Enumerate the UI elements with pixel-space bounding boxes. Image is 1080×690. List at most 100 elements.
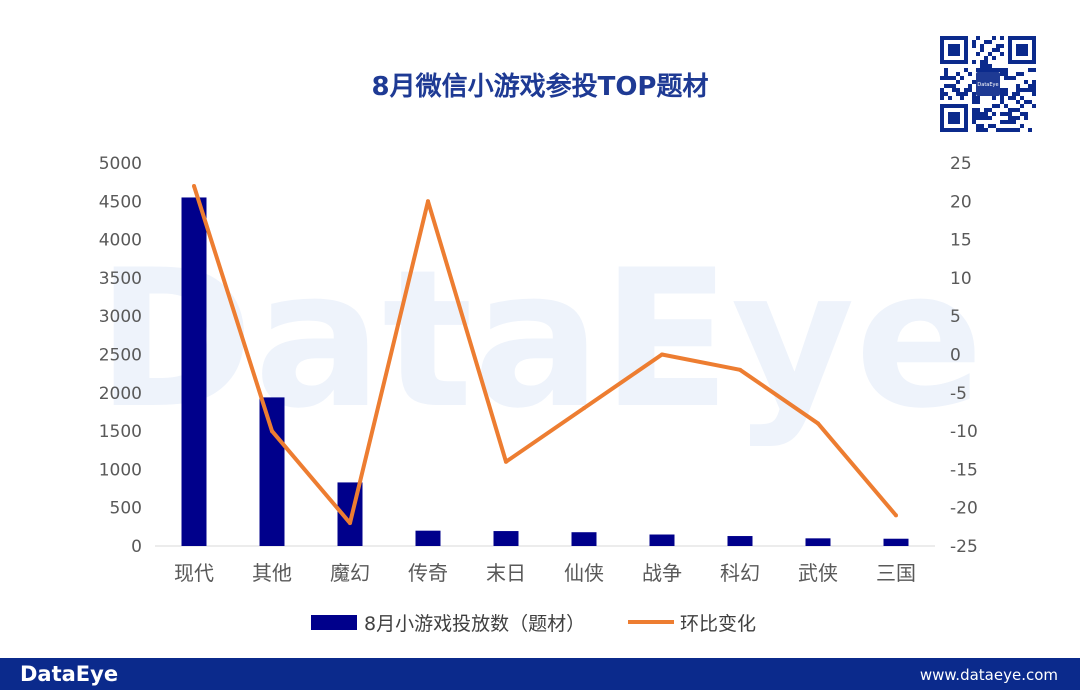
qr-module	[976, 68, 980, 72]
qr-module	[988, 52, 992, 56]
bar	[727, 536, 753, 546]
legend: 8月小游戏投放数（题材） 环比变化	[311, 613, 756, 635]
qr-finder-core	[948, 112, 960, 124]
qr-module	[1008, 120, 1012, 124]
qr-module	[1000, 128, 1004, 132]
right-tick-label: 5	[950, 307, 961, 327]
qr-module	[1028, 88, 1032, 92]
bar	[181, 197, 207, 546]
qr-logo-text: DataEye	[977, 82, 998, 88]
qr-module	[1020, 112, 1024, 116]
category-label: 现代	[174, 561, 214, 585]
qr-module	[984, 60, 988, 64]
left-tick-label: 500	[110, 499, 142, 519]
qr-module	[992, 124, 996, 128]
qr-module	[944, 68, 948, 72]
qr-module	[1020, 104, 1024, 108]
qr-module	[1012, 92, 1016, 96]
left-tick-label: 5000	[99, 154, 142, 174]
qr-module	[1004, 120, 1008, 124]
qr-module	[1016, 128, 1020, 132]
bar	[649, 534, 675, 546]
qr-module	[1012, 108, 1016, 112]
qr-module	[1028, 84, 1032, 88]
qr-module	[1020, 72, 1024, 76]
qr-module	[1024, 100, 1028, 104]
qr-code: DataEye	[940, 36, 1036, 132]
qr-module	[956, 92, 960, 96]
qr-module	[1032, 88, 1036, 92]
left-tick-label: 2500	[99, 346, 142, 366]
qr-module	[944, 76, 948, 80]
legend-bar-label: 8月小游戏投放数（题材）	[364, 613, 585, 635]
category-label: 武侠	[798, 561, 838, 585]
qr-module	[972, 96, 976, 100]
category-label: 仙侠	[564, 561, 604, 585]
qr-module	[984, 108, 988, 112]
bar	[805, 538, 831, 546]
right-tick-label: -20	[950, 499, 978, 519]
qr-module	[980, 44, 984, 48]
qr-module	[988, 116, 992, 120]
line-point	[426, 199, 430, 204]
qr-module	[988, 40, 992, 44]
bar-series	[181, 197, 909, 546]
chart-title: 8月微信小游戏参投TOP题材	[372, 71, 709, 102]
footer-bar	[0, 658, 1080, 690]
right-tick-label: 15	[950, 231, 972, 251]
qr-module	[944, 92, 948, 96]
qr-module	[1012, 76, 1016, 80]
qr-module	[1032, 80, 1036, 84]
qr-module	[972, 60, 976, 64]
left-tick-label: 3500	[99, 269, 142, 289]
right-tick-label: 20	[950, 192, 972, 212]
footer-url: www.dataeye.com	[920, 666, 1058, 684]
qr-module	[940, 92, 944, 96]
left-tick-label: 0	[131, 537, 142, 557]
qr-module	[940, 76, 944, 80]
qr-module	[1000, 68, 1004, 72]
legend-line-label: 环比变化	[680, 613, 756, 635]
qr-module	[988, 68, 992, 72]
left-tick-label: 2000	[99, 384, 142, 404]
qr-module	[1000, 112, 1004, 116]
qr-module	[976, 100, 980, 104]
qr-module	[976, 128, 980, 132]
qr-module	[1012, 128, 1016, 132]
right-tick-label: 25	[950, 154, 972, 174]
left-tick-label: 3000	[99, 307, 142, 327]
bar	[493, 531, 519, 546]
qr-module	[1016, 108, 1020, 112]
qr-module	[1008, 116, 1012, 120]
qr-module	[1000, 52, 1004, 56]
left-axis: 0 500 1000 1500 2000 2500 3000 3500 4000 4500 5000	[99, 154, 142, 557]
qr-module	[1032, 104, 1036, 108]
bar	[883, 538, 909, 546]
qr-module	[1024, 112, 1028, 116]
qr-module	[964, 68, 968, 72]
qr-module	[948, 76, 952, 80]
line-point	[348, 521, 352, 526]
qr-module	[1004, 76, 1008, 80]
qr-module	[1008, 76, 1012, 80]
qr-module	[1032, 68, 1036, 72]
qr-module	[968, 84, 972, 88]
qr-module	[992, 68, 996, 72]
bar	[259, 397, 285, 546]
qr-module	[1012, 120, 1016, 124]
qr-module	[1000, 44, 1004, 48]
qr-module	[992, 112, 996, 116]
line-point	[660, 352, 664, 357]
qr-module	[1004, 104, 1008, 108]
line-point	[270, 429, 274, 434]
line-point	[738, 367, 742, 372]
qr-module	[952, 84, 956, 88]
qr-module	[1016, 116, 1020, 120]
qr-module	[960, 92, 964, 96]
category-label: 魔幻	[330, 561, 370, 585]
qr-module	[940, 96, 944, 100]
qr-module	[972, 116, 976, 120]
line-series	[192, 183, 898, 526]
category-label: 传奇	[408, 561, 448, 585]
